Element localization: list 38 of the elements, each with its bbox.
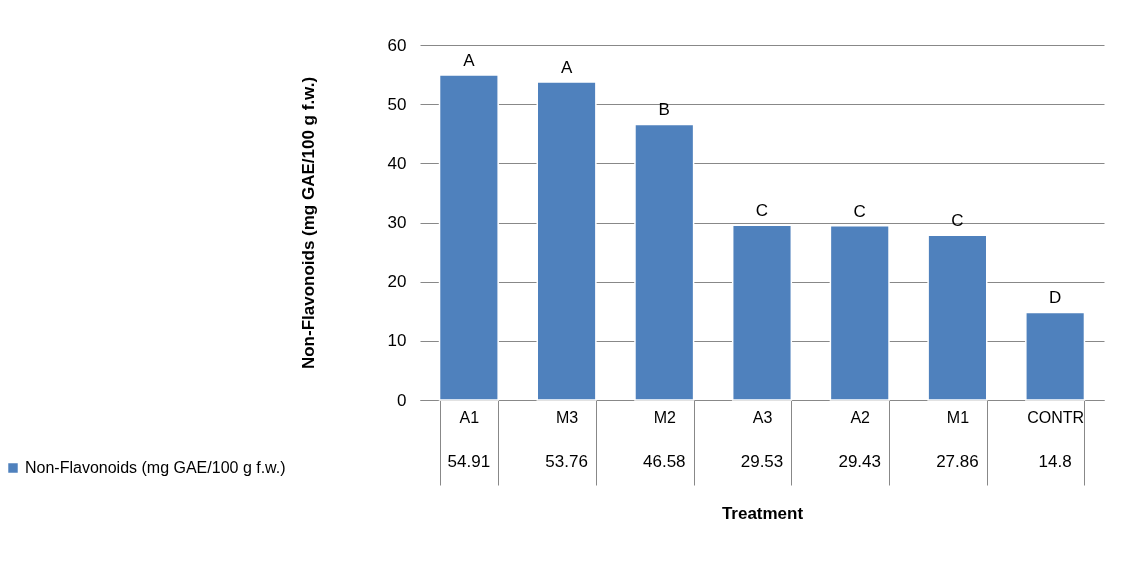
y-axis-title: Non-Flavonoids (mg GAE/100 g f.w.) — [298, 76, 318, 370]
annotation: C — [951, 211, 964, 231]
annotation: C — [853, 201, 866, 221]
bar — [438, 74, 499, 401]
data-label: 29.43 — [838, 452, 881, 471]
data-label: 54.91 — [447, 452, 491, 471]
x-tick-label: M2 — [653, 408, 676, 426]
bar — [829, 225, 890, 401]
data-label: 29.53 — [740, 452, 784, 471]
annotation: C — [755, 201, 769, 221]
y-tick-label: 60 — [387, 35, 407, 55]
legend-label: Non-Flavonoids (mg GAE/100 g f.w.) — [25, 459, 286, 476]
bar — [634, 123, 695, 401]
annotation: B — [658, 100, 670, 120]
x-tick-label: A1 — [459, 408, 480, 426]
x-tick-label: M1 — [946, 408, 970, 426]
data-label: 14.8 — [1038, 452, 1072, 471]
annotation: D — [1049, 288, 1062, 308]
annotation: A — [463, 51, 476, 71]
y-tick-label: 30 — [387, 213, 407, 232]
bar — [1025, 311, 1086, 401]
bar — [927, 234, 988, 401]
x-tick-label: A3 — [752, 408, 773, 426]
data-label: 46.58 — [643, 452, 686, 471]
y-tick-label: 10 — [387, 331, 407, 351]
y-tick-label: 50 — [387, 94, 407, 114]
x-axis-title: Treatment — [721, 504, 804, 523]
annotation: A — [560, 57, 573, 77]
y-tick-label: 40 — [387, 153, 407, 173]
x-tick-label: M3 — [555, 408, 579, 426]
y-tick-label: 20 — [387, 272, 407, 292]
x-tick-label: CONTR — [1027, 408, 1085, 426]
data-label: 53.76 — [545, 452, 588, 471]
y-tick-label: 0 — [397, 390, 407, 410]
data-label: 27.86 — [936, 452, 979, 471]
bar — [536, 81, 597, 401]
x-tick-label: A2 — [850, 408, 871, 426]
bar — [731, 224, 793, 401]
